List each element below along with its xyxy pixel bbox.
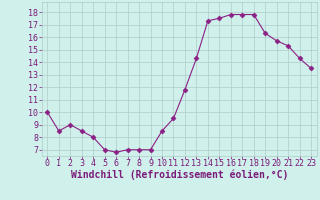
- X-axis label: Windchill (Refroidissement éolien,°C): Windchill (Refroidissement éolien,°C): [70, 170, 288, 180]
